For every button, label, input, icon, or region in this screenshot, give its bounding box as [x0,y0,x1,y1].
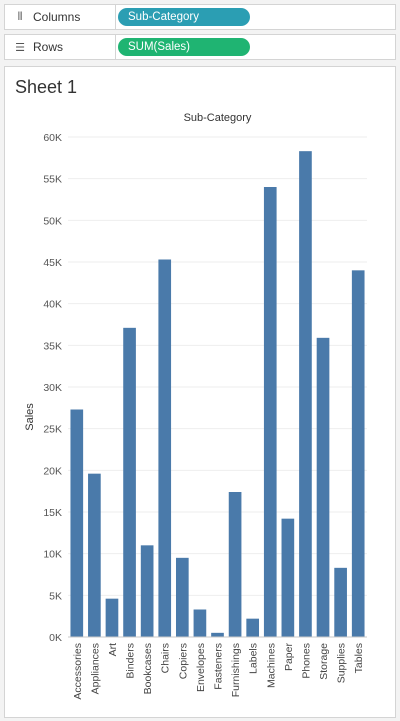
rows-label: Rows [33,40,64,54]
y-tick-label: 30K [43,382,62,394]
x-tick-label: Phones [300,643,312,679]
rows-shelf-label: ☰ Rows [5,35,116,59]
bar-bookcases[interactable] [140,545,154,637]
sheet-panel: Sheet 1 0K 5K 10K 15K 20K 25K 30K 35K 40K 45K 50K 5… [4,66,396,718]
sub-category-pill[interactable]: Sub-Category [118,8,250,26]
y-axis-ticks: 0K 5K 10K 15K 20K 25K 30K 35K 40K 45K 50K 55K 60K [43,132,62,644]
y-tick-label: 20K [43,465,62,477]
bar-machines[interactable] [263,187,277,637]
y-tick-label: 15K [43,507,62,519]
x-tick-label: Art [107,643,119,657]
y-tick-label: 35K [43,340,62,352]
bar-appliances[interactable] [88,473,101,637]
bar-chairs[interactable] [158,259,172,638]
chart-title: Sub-Category [184,112,252,124]
columns-shelf[interactable]: ⫴ Columns Sub-Category [4,4,396,30]
bar-phones[interactable] [299,151,312,637]
x-tick-label: Envelopes [195,643,207,692]
bar-chart: 0K 5K 10K 15K 20K 25K 30K 35K 40K 45K 50K 55K 60K Ac… [24,112,367,700]
y-tick-label: 60K [43,132,62,144]
x-tick-label: Bookcases [142,643,154,694]
x-tick-label: Chairs [160,643,172,673]
y-tick-label: 25K [43,424,62,436]
x-tick-label: Storage [318,643,330,680]
bar-supplies[interactable] [334,567,347,637]
bar-labels[interactable] [246,618,260,637]
y-tick-label: 45K [43,257,62,269]
y-tick-label: 50K [43,215,62,227]
y-tick-label: 40K [43,299,62,311]
bar-storage[interactable] [316,337,330,637]
y-axis-label: Sales [24,403,36,431]
x-tick-label: Paper [283,643,295,672]
bar-tables[interactable] [351,270,365,637]
columns-label: Columns [33,10,81,24]
columns-icon: ⫴ [17,10,23,23]
bar-art[interactable] [105,598,119,637]
sheet-title: Sheet 1 [15,77,78,97]
bar-envelopes[interactable] [193,609,207,638]
bar-furnishings[interactable] [228,492,242,637]
x-tick-label: Binders [125,643,137,679]
y-tick-label: 5K [49,590,62,602]
columns-shelf-label: ⫴ Columns [5,5,116,29]
x-tick-label: Furnishings [230,643,242,697]
bar-copiers[interactable] [175,557,189,637]
x-tick-label: Labels [248,643,260,674]
bar-paper[interactable] [281,518,295,637]
y-tick-label: 55K [43,174,62,186]
x-tick-label: Copiers [177,643,189,679]
x-axis-labels: Accessories Appliances Art Binders Bookcases… [72,643,365,700]
rows-shelf[interactable]: ☰ Rows SUM(Sales) [4,34,396,60]
y-tick-label: 0K [49,632,62,644]
bar-accessories[interactable] [70,409,84,638]
x-tick-label: Supplies [336,643,348,683]
rows-icon: ☰ [15,40,25,54]
sum-sales-pill[interactable]: SUM(Sales) [118,38,250,56]
x-tick-label: Fasteners [213,643,225,690]
x-tick-label: Tables [353,643,365,673]
x-tick-label: Machines [265,643,277,688]
y-tick-label: 10K [43,549,62,561]
x-tick-label: Accessories [72,643,84,700]
x-tick-label: Appliances [89,643,101,694]
bars [70,151,365,638]
bar-binders[interactable] [123,327,136,637]
bar-fasteners[interactable] [211,632,224,637]
